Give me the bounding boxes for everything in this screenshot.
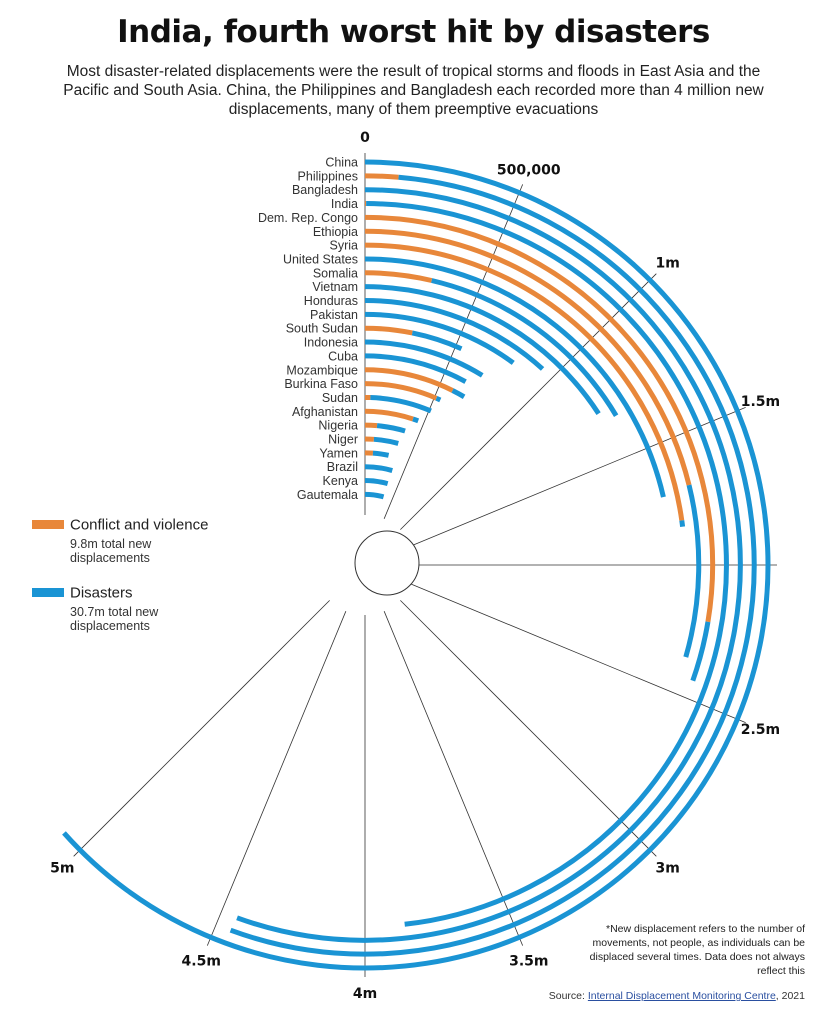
bar-segment	[364, 284, 601, 416]
tick-label: 1m	[655, 255, 679, 271]
country-label: Sudan	[322, 391, 358, 405]
bar-segment	[364, 270, 433, 283]
tick-line	[73, 600, 330, 857]
country-label: Gautemala	[297, 488, 358, 502]
bar-segment	[62, 159, 771, 971]
source-prefix: Source:	[548, 990, 588, 1002]
country-label: Burkina Faso	[284, 377, 358, 391]
country-label: Dem. Rep. Congo	[258, 211, 358, 225]
legend-disasters: Disasters 30.7m total new displacements	[32, 584, 230, 633]
tick-line	[400, 273, 657, 530]
country-label: Vietnam	[312, 280, 358, 294]
legend-sub-conflict: 9.8m total new displacements	[70, 537, 152, 565]
tick-label: 5m	[50, 861, 74, 877]
source-suffix: , 2021	[775, 990, 805, 1002]
bar-segment	[364, 353, 467, 384]
country-label: Kenya	[323, 474, 358, 488]
country-label: Niger	[328, 433, 358, 447]
tick-line	[206, 611, 347, 946]
bar-segment	[364, 339, 484, 378]
country-label: Cuba	[328, 349, 358, 363]
tick-label: 2.5m	[741, 722, 780, 738]
country-label: Pakistan	[310, 308, 358, 322]
bar-segment	[364, 311, 515, 365]
footnote: *New displacement refers to the number o…	[589, 923, 805, 977]
tick-label: 4.5m	[182, 953, 221, 969]
chart-subtitle: Most disaster-related displacements were…	[63, 63, 764, 118]
bar-segment	[229, 174, 757, 957]
bar-segment	[431, 278, 619, 417]
tick-line	[383, 611, 524, 946]
legend-swatch-conflict	[32, 520, 64, 530]
bar-segment	[683, 484, 702, 658]
legend-swatch-disasters	[32, 588, 64, 598]
country-label: Mozambique	[286, 363, 358, 377]
tick-line	[411, 406, 746, 547]
bar-segment	[364, 256, 666, 498]
source-line: Source: Internal Displacement Monitoring…	[549, 990, 805, 1002]
bar-segment	[690, 621, 711, 682]
country-label: South Sudan	[286, 322, 358, 336]
bar-segment	[364, 381, 438, 401]
bar-segment	[376, 423, 406, 434]
country-label: Honduras	[304, 294, 358, 308]
tick-label: 3m	[655, 861, 679, 877]
legend-label-disasters: Disasters	[70, 584, 133, 602]
bar-segment	[364, 464, 393, 473]
bar-segment	[364, 228, 692, 486]
bar-segment	[412, 416, 420, 424]
bar-segment	[679, 520, 686, 527]
bar-segment	[366, 201, 729, 927]
legend-label-conflict: Conflict and violence	[70, 516, 209, 534]
legend-conflict: Conflict and violence 9.8m total new dis…	[32, 516, 230, 565]
tick-line	[383, 184, 524, 519]
country-label: India	[331, 197, 358, 211]
legend-sub-disasters: 30.7m total new displacements	[70, 605, 159, 633]
country-label: Ethiopia	[313, 225, 358, 239]
country-label: Yamen	[319, 446, 358, 460]
bar-segment	[364, 408, 414, 422]
bar-segment	[372, 450, 390, 458]
country-label: United States	[283, 252, 358, 266]
country-label: China	[325, 156, 358, 170]
country-label: Bangladesh	[292, 183, 358, 197]
country-label: Brazil	[327, 460, 358, 474]
country-label: Philippines	[298, 169, 358, 183]
bar-segment	[373, 436, 399, 446]
tick-label: 3.5m	[509, 953, 548, 969]
bar-segment	[364, 242, 685, 521]
tick-line	[411, 583, 746, 724]
tick-label: 1.5m	[741, 394, 780, 410]
center-circle	[354, 530, 420, 596]
tick-label: 4m	[353, 986, 377, 1002]
country-label: Indonesia	[304, 336, 358, 350]
country-label: Afghanistan	[292, 405, 358, 419]
tick-line	[400, 600, 657, 857]
source-link[interactable]: Internal Displacement Monitoring Centre	[587, 990, 776, 1002]
bar-segment	[364, 325, 413, 336]
bar-segment	[364, 367, 454, 393]
country-label: Nigeria	[318, 419, 358, 433]
bar-segment	[364, 422, 378, 429]
bar-segment	[364, 478, 389, 487]
tick-label: 500,000	[497, 163, 561, 179]
bar-segment	[435, 395, 442, 403]
bar-segment	[364, 214, 716, 623]
bar-segment	[364, 298, 545, 371]
bar-segment	[370, 395, 432, 414]
tick-label: 0	[360, 130, 370, 146]
bar-segment	[364, 491, 385, 500]
bar-segment	[236, 187, 743, 943]
country-label: Syria	[330, 239, 359, 253]
country-label: Somalia	[313, 266, 358, 280]
bar-segment	[364, 173, 399, 180]
bar-segment	[451, 388, 466, 399]
bar-segment	[411, 330, 463, 352]
chart-title: India, fourth worst hit by disasters	[117, 14, 710, 50]
